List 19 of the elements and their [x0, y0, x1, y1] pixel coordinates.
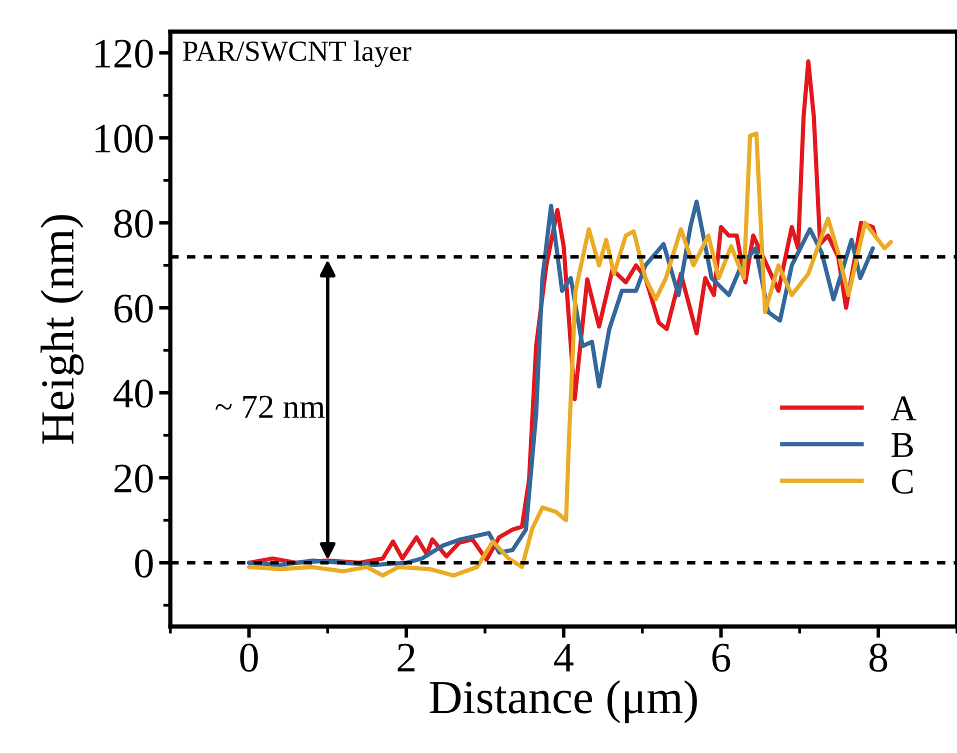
legend-label: C — [892, 469, 913, 494]
annotation: ~ 72 nm — [216, 396, 325, 418]
y-tick-label: 40 — [114, 380, 153, 408]
y-tick-label: 80 — [114, 210, 153, 238]
y-tick-label: 60 — [114, 294, 153, 323]
x-tick-label: 2 — [398, 644, 414, 672]
x-tick-label: 4 — [554, 644, 574, 672]
y-tick-label: 20 — [114, 464, 153, 493]
y-tick-label: 100 — [96, 124, 153, 153]
y-tick-label: 0 — [135, 550, 153, 578]
y-axis-title: Height (nm) — [40, 215, 84, 444]
y-tick-label: 120 — [96, 40, 153, 68]
x-tick-label: 6 — [712, 644, 730, 672]
legend-label: A — [890, 396, 916, 420]
x-tick-label: 8 — [870, 644, 888, 672]
legend-label: B — [892, 433, 913, 457]
annotation: PAR/SWCNT layer — [182, 40, 412, 68]
x-tick-label: 0 — [240, 644, 258, 672]
x-axis-title: Distance (μm) — [430, 680, 697, 724]
